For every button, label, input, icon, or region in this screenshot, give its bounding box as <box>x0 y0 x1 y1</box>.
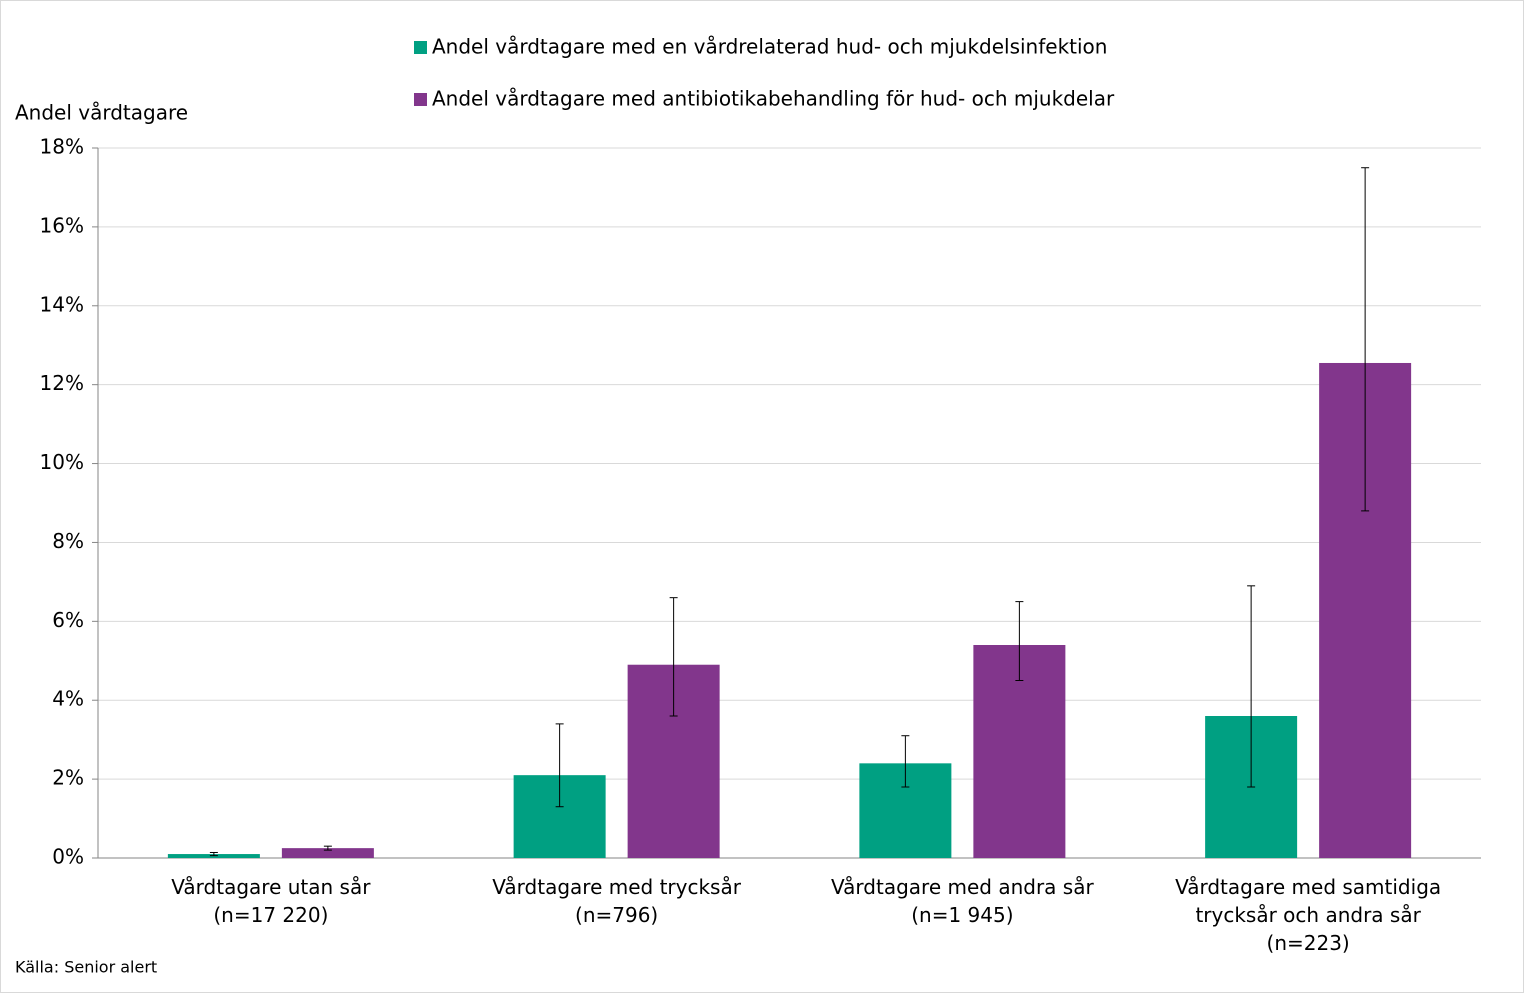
y-tick-label: 0% <box>52 845 84 869</box>
y-tick-label: 18% <box>40 135 84 159</box>
x-tick-label: Vårdtagare utan sår (n=17 220) <box>171 875 371 927</box>
y-tick-label: 4% <box>52 687 84 711</box>
y-tick-label: 14% <box>40 292 84 316</box>
x-tick-label: Vårdtagare med samtidiga trycksår och and… <box>1175 875 1441 955</box>
legend-swatch <box>414 41 427 54</box>
legend-label: Andel vårdtagare med antibiotikabehandli… <box>432 87 1115 111</box>
y-tick-label: 10% <box>40 450 84 474</box>
y-tick-label: 16% <box>40 213 84 237</box>
legend-label: Andel vårdtagare med en vårdrelaterad hu… <box>432 35 1107 59</box>
bar <box>281 848 374 858</box>
legend-swatch <box>414 93 427 106</box>
y-tick-label: 12% <box>40 371 84 395</box>
y-tick-label: 8% <box>52 529 84 553</box>
y-tick-label: 2% <box>52 766 84 790</box>
y-tick-label: 6% <box>52 608 84 632</box>
y-axis-title: Andel vårdtagare <box>15 101 188 125</box>
source-note: Källa: Senior alert <box>15 958 157 977</box>
x-tick-label: Vårdtagare med andra sår (n=1 945) <box>831 875 1094 927</box>
x-tick-label: Vårdtagare med trycksår (n=796) <box>492 875 741 927</box>
